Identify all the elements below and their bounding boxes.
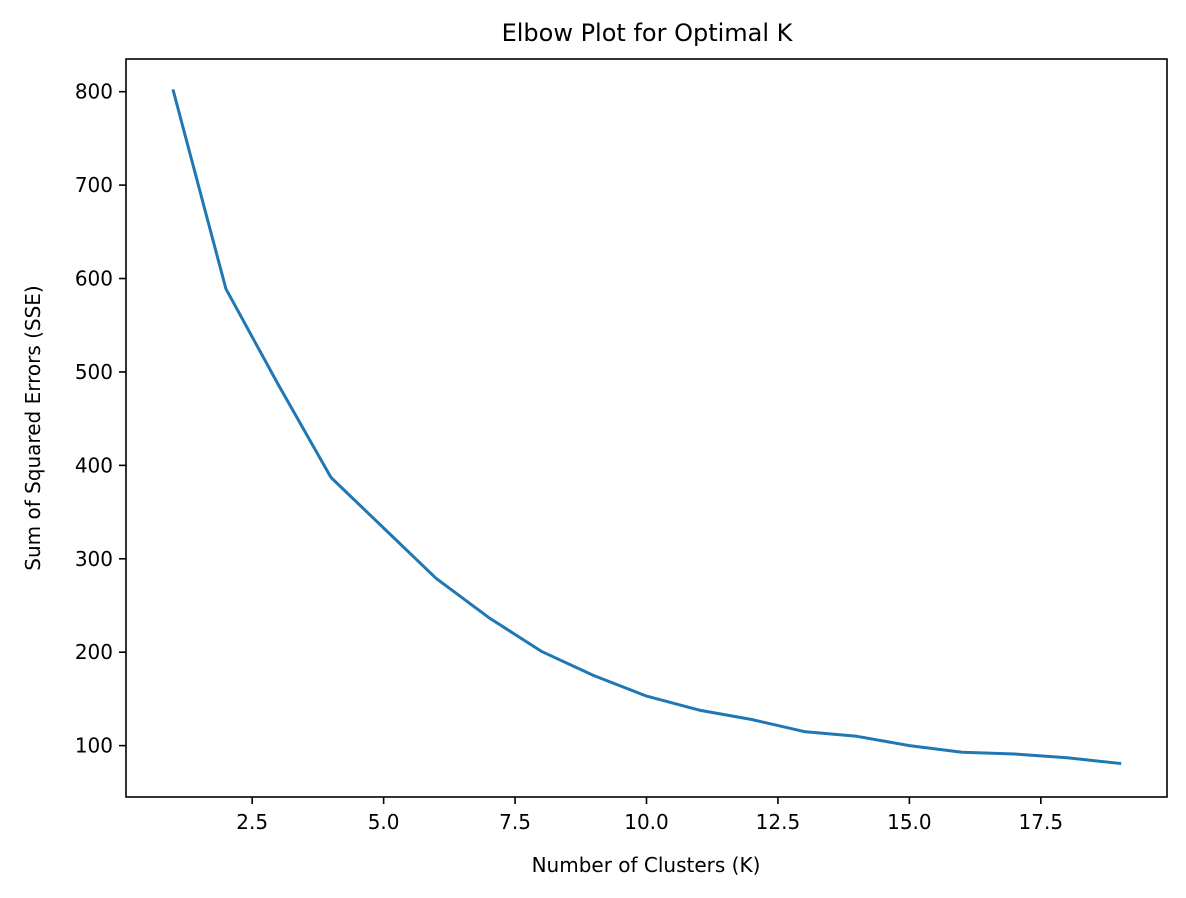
sse-series-line [171, 88, 1122, 766]
y-tick-label: 800 [75, 80, 113, 104]
chart-title: Elbow Plot for Optimal K [502, 19, 794, 47]
x-tick-label: 2.5 [236, 810, 268, 834]
x-axis-label: Number of Clusters (K) [532, 853, 761, 877]
y-tick-label: 400 [75, 453, 113, 477]
x-tick-label: 17.5 [1019, 810, 1064, 834]
y-axis-label: Sum of Squared Errors (SSE) [21, 285, 45, 570]
plot-area [171, 88, 1122, 766]
x-tick-label: 5.0 [368, 810, 400, 834]
x-tick-label: 10.0 [624, 810, 669, 834]
y-tick-label: 100 [75, 734, 113, 758]
y-tick-label: 500 [75, 360, 113, 384]
y-tick-label: 300 [75, 547, 113, 571]
x-tick-label: 12.5 [756, 810, 801, 834]
axes-frame [125, 58, 1168, 798]
y-tick-label: 600 [75, 267, 113, 291]
y-tick-label: 700 [75, 173, 113, 197]
x-tick-label: 15.0 [887, 810, 932, 834]
x-axis-ticks: 2.5 5.0 7.5 10.0 12.5 15.0 17.5 [236, 797, 1063, 834]
y-tick-label: 200 [75, 640, 113, 664]
x-tick-label: 7.5 [499, 810, 531, 834]
y-axis-ticks: 100 200 300 400 500 600 700 800 [75, 80, 126, 758]
